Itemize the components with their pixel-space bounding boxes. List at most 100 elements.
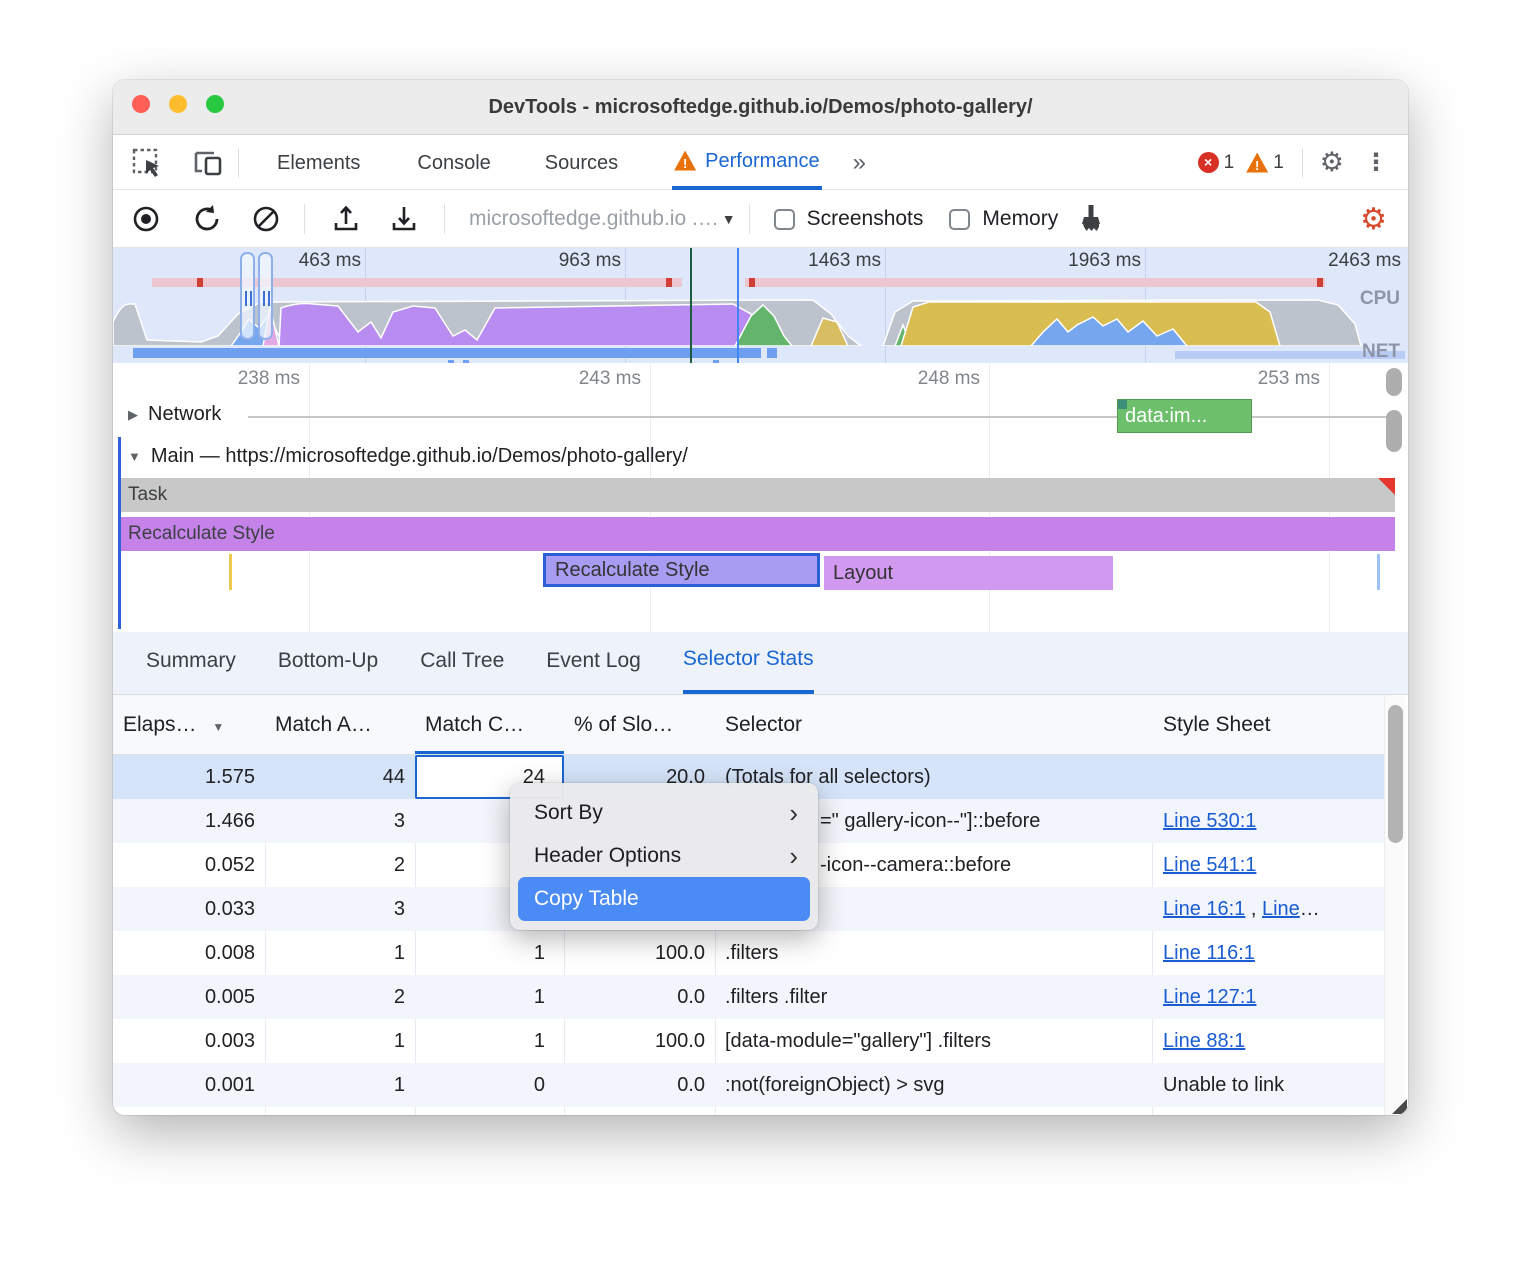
cursor-line xyxy=(737,248,739,363)
save-profile-icon[interactable] xyxy=(388,204,420,234)
profile-select-value: microsoftedge.github.io .… xyxy=(469,207,719,230)
flame-time: 253 ms xyxy=(1257,368,1320,389)
overview-tick: 2463 ms xyxy=(1328,250,1401,271)
details-tabbar: Summary Bottom-Up Call Tree Event Log Se… xyxy=(113,632,1408,695)
net-bar xyxy=(448,360,454,363)
network-request-block[interactable]: data:im... xyxy=(1117,399,1252,433)
tab-call-tree[interactable]: Call Tree xyxy=(420,649,505,672)
close-window-button[interactable] xyxy=(132,95,150,113)
tab-performance[interactable]: ! Performance xyxy=(672,136,822,190)
memory-label: Memory xyxy=(982,207,1059,230)
main-section-header[interactable]: ▼ Main — https://microsoftedge.github.io… xyxy=(128,445,688,467)
flame-scrollbar-thumb[interactable] xyxy=(1386,410,1402,452)
long-request-mark xyxy=(197,278,203,287)
table-row[interactable]: 0.008 1 1 100.0 .filters Line 116:1 xyxy=(204,942,1255,964)
more-tabs-icon[interactable]: » xyxy=(852,148,866,176)
playhead-line xyxy=(690,248,692,363)
inspect-element-icon[interactable] xyxy=(131,148,163,178)
tab-console[interactable]: Console xyxy=(417,151,491,174)
network-track-line xyxy=(248,416,1117,418)
header-match-count[interactable]: Match C… xyxy=(425,713,525,736)
collapse-icon[interactable]: ▼ xyxy=(128,449,141,464)
tab-elements[interactable]: Elements xyxy=(277,151,361,174)
table-scrollbar[interactable] xyxy=(1384,695,1406,1115)
flame-time: 248 ms xyxy=(917,368,980,389)
header-pct-slow[interactable]: % of Slo… xyxy=(574,713,674,736)
timeline-overview[interactable]: 463 ms 963 ms 1463 ms 1963 ms 2463 ms CP… xyxy=(113,248,1408,363)
record-icon[interactable] xyxy=(130,204,162,234)
flame-time: 238 ms xyxy=(237,368,300,389)
settings-gear-icon[interactable]: ⚙ xyxy=(1319,147,1344,177)
net-bar-light xyxy=(1175,351,1405,359)
minimize-window-button[interactable] xyxy=(169,95,187,113)
header-selector[interactable]: Selector xyxy=(725,713,803,736)
responses-bar xyxy=(152,278,682,287)
table-row[interactable]: 0.003 1 1 100.0 [data-module="gallery"] … xyxy=(204,1030,1246,1052)
collect-garbage-icon[interactable] xyxy=(1071,202,1111,236)
layout-block[interactable]: Layout xyxy=(824,556,1113,590)
stylesheet-link[interactable]: Line 530:1 xyxy=(1163,810,1257,832)
performance-settings-gear-icon[interactable]: ⚙ xyxy=(1360,202,1387,236)
tab-sources[interactable]: Sources xyxy=(544,151,619,174)
screenshots-checkbox[interactable] xyxy=(773,208,795,230)
scroll-corner xyxy=(1392,1099,1407,1114)
stylesheet-link[interactable]: Line xyxy=(1261,898,1300,920)
selected-recalculate-style-block[interactable]: Recalculate Style xyxy=(543,553,820,587)
long-request-mark xyxy=(749,278,755,287)
clear-icon[interactable] xyxy=(250,204,282,234)
flame-chart[interactable]: 238 ms 243 ms 248 ms 253 ms ▶ Network da… xyxy=(113,363,1408,632)
tab-selector-stats[interactable]: Selector Stats xyxy=(682,631,814,694)
header-style-sheet[interactable]: Style Sheet xyxy=(1163,713,1271,736)
context-menu: Sort By › Header Options › Copy Table xyxy=(510,783,818,930)
tab-bottom-up[interactable]: Bottom-Up xyxy=(277,649,379,672)
profile-select[interactable]: microsoftedge.github.io .… ▼ xyxy=(469,207,736,231)
submenu-chevron-icon: › xyxy=(789,840,798,871)
devtools-window: DevTools - microsoftedge.github.io/Demos… xyxy=(113,80,1408,1115)
kebab-menu-icon[interactable]: ⋮ xyxy=(1364,149,1388,176)
flame-scrollbar-thumb[interactable] xyxy=(1386,368,1402,396)
menu-item-sort-by[interactable]: Sort By › xyxy=(534,797,798,828)
warning-badge-icon[interactable]: ! xyxy=(1246,152,1269,173)
menu-item-header-options[interactable]: Header Options › xyxy=(534,840,798,871)
memory-checkbox[interactable] xyxy=(949,208,971,230)
net-bar xyxy=(713,360,719,363)
long-request-mark xyxy=(666,278,672,287)
menu-item-copy-table[interactable]: Copy Table xyxy=(518,877,810,921)
load-profile-icon[interactable] xyxy=(330,204,362,234)
stylesheet-link[interactable]: Line 116:1 xyxy=(1163,942,1255,964)
reload-icon[interactable] xyxy=(191,204,223,234)
zoom-window-button[interactable] xyxy=(206,95,224,113)
selection-right-handle[interactable] xyxy=(258,252,273,340)
task-bar[interactable]: Task xyxy=(121,478,1395,512)
dropdown-arrow-icon: ▼ xyxy=(721,211,736,227)
stylesheet-link[interactable]: Line 127:1 xyxy=(1163,986,1257,1008)
overview-tick: 1463 ms xyxy=(808,250,881,271)
tab-event-log[interactable]: Event Log xyxy=(546,649,641,672)
sort-desc-icon: ▼ xyxy=(212,720,225,734)
flame-time: 243 ms xyxy=(578,368,641,389)
table-scrollbar-thumb[interactable] xyxy=(1388,705,1403,843)
recalculate-style-bar[interactable]: Recalculate Style xyxy=(121,517,1395,551)
network-section-header[interactable]: ▶ Network xyxy=(128,403,222,425)
header-match-attempts[interactable]: Match A… xyxy=(275,713,372,736)
tab-summary[interactable]: Summary xyxy=(146,649,236,672)
stylesheet-link[interactable]: Line 541:1 xyxy=(1163,854,1257,876)
header-elapsed[interactable]: Elaps… ▼ xyxy=(123,713,225,736)
table-row[interactable]: 0.005 2 1 0.0 .filters .filter Line 127:… xyxy=(113,975,1384,1019)
request-corner-mark xyxy=(1118,400,1127,409)
expand-icon[interactable]: ▶ xyxy=(128,406,138,422)
selector-stats-table: Elaps… ▼ Match A… Match C… % of Slo… Sel… xyxy=(113,695,1408,1115)
device-toolbar-icon[interactable] xyxy=(192,149,224,177)
divider xyxy=(748,204,750,234)
event-tick xyxy=(1377,554,1380,590)
error-count: 1 xyxy=(1223,151,1235,173)
table-row[interactable]: 0.001 1 0 0.0 :not(foreignObject) > svg … xyxy=(113,1063,1384,1107)
stylesheet-link[interactable]: Line 88:1 xyxy=(1163,1030,1246,1052)
error-badge-icon[interactable]: × xyxy=(1197,152,1219,173)
selection-left-handle[interactable] xyxy=(240,252,255,340)
warning-count: 1 xyxy=(1273,151,1284,173)
table-row[interactable]: 0.052 2 -icon--camera::before Line 541:1 xyxy=(204,854,1257,876)
stylesheet-link[interactable]: Line 16:1 xyxy=(1163,898,1246,920)
net-bar xyxy=(767,348,777,358)
performance-toolbar: microsoftedge.github.io .… ▼ Screenshots… xyxy=(113,191,1408,248)
